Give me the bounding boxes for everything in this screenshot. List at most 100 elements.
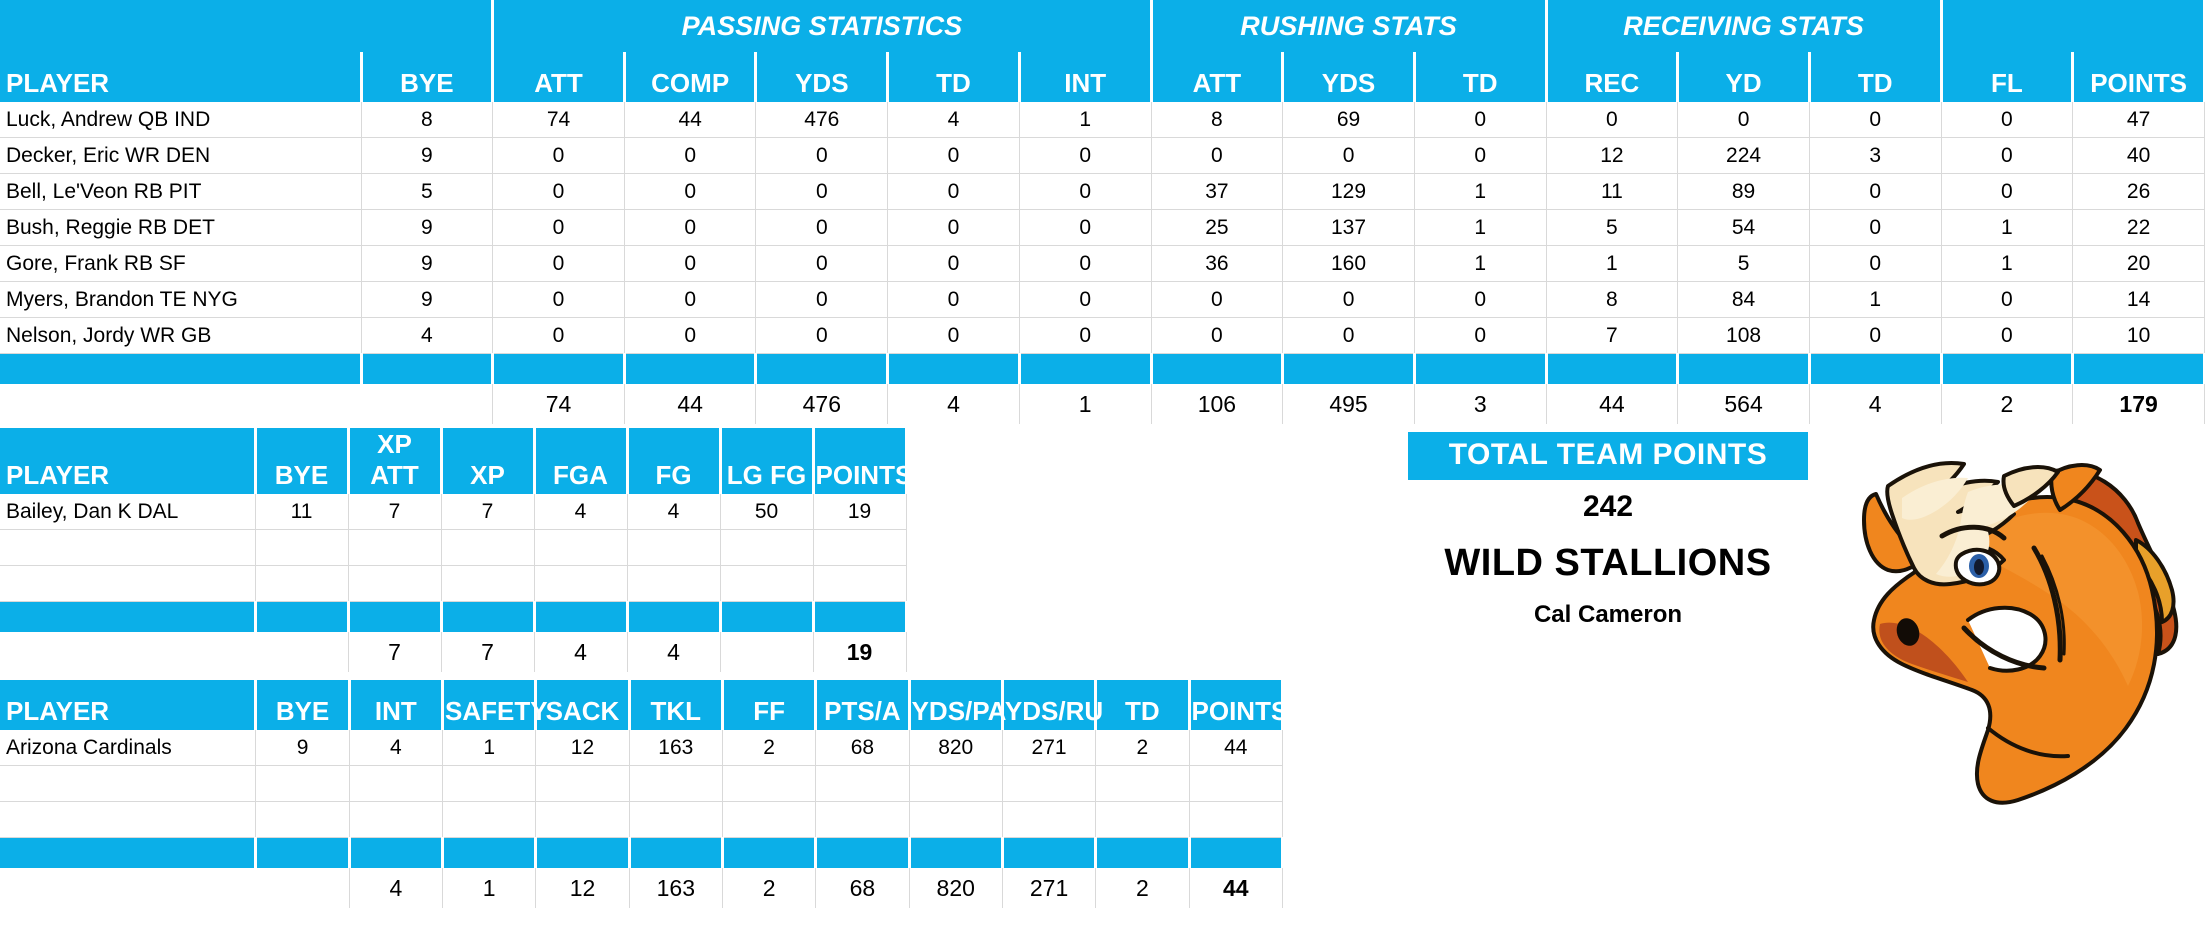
cell-pts-a bbox=[815, 765, 910, 802]
cell-yds-pa bbox=[909, 765, 1003, 802]
group-header-blank-right bbox=[1941, 0, 2206, 52]
col-header-rec-td[interactable]: TD bbox=[1809, 52, 1943, 102]
kicker-separator-bar bbox=[0, 601, 1284, 632]
col-header-lg-fg[interactable]: LG FG bbox=[720, 428, 815, 494]
cell-points: 14 bbox=[2072, 281, 2205, 318]
col-header-rush-td[interactable]: TD bbox=[1414, 52, 1548, 102]
cell-player: Bailey, Dan K DAL bbox=[0, 494, 256, 530]
col-header-sack[interactable]: SACK bbox=[535, 680, 631, 730]
cell-spacer bbox=[906, 494, 1284, 530]
col-header-pass-att[interactable]: ATT bbox=[492, 52, 626, 102]
table-row[interactable]: Bell, Le'Veon RB PIT 5 0 0 0 0 0 37 129 … bbox=[0, 173, 2205, 210]
cell-player: Gore, Frank RB SF bbox=[0, 245, 362, 282]
cell-lg-fg: 50 bbox=[720, 494, 814, 530]
col-header-int[interactable]: INT bbox=[349, 680, 445, 730]
col-header-player[interactable]: PLAYER bbox=[0, 680, 258, 730]
table-row[interactable]: Bailey, Dan K DAL 11 7 7 4 4 50 19 bbox=[0, 494, 1284, 530]
total-rec: 44 bbox=[1546, 384, 1679, 424]
table-row[interactable] bbox=[0, 801, 1284, 838]
cell-ff bbox=[722, 801, 817, 838]
table-row[interactable]: Arizona Cardinals 9 4 1 12 163 2 68 820 … bbox=[0, 730, 1284, 766]
col-header-td[interactable]: TD bbox=[1095, 680, 1191, 730]
table-row[interactable]: Nelson, Jordy WR GB 4 0 0 0 0 0 0 0 0 7 … bbox=[0, 317, 2205, 354]
col-header-rec-yd[interactable]: YD bbox=[1677, 52, 1811, 102]
cell-rec-td: 0 bbox=[1809, 209, 1942, 246]
total-tkl: 163 bbox=[629, 868, 723, 908]
cell-pass-yds: 0 bbox=[755, 281, 889, 318]
separator-cell bbox=[0, 601, 257, 632]
col-header-xp[interactable]: XP bbox=[441, 428, 536, 494]
col-header-safety[interactable]: SAFETY bbox=[442, 680, 548, 730]
cell-rec-yd: 89 bbox=[1677, 173, 1810, 210]
cell-rec-yd: 0 bbox=[1677, 102, 1810, 138]
col-header-rush-att[interactable]: ATT bbox=[1151, 52, 1285, 102]
group-header-passing: PASSING STATISTICS bbox=[492, 0, 1153, 52]
col-header-pass-int[interactable]: INT bbox=[1019, 52, 1153, 102]
cell-int bbox=[349, 801, 444, 838]
col-header-player[interactable]: PLAYER bbox=[0, 428, 257, 494]
separator-cell bbox=[361, 353, 495, 384]
cell-sack bbox=[535, 765, 630, 802]
separator-cell bbox=[1809, 353, 1943, 384]
cell-pass-att: 0 bbox=[492, 137, 625, 174]
total-fg: 4 bbox=[627, 632, 721, 672]
col-header-player[interactable]: PLAYER bbox=[0, 52, 363, 102]
cell-bye: 11 bbox=[255, 494, 349, 530]
cell-bye: 9 bbox=[361, 209, 494, 246]
cell-rec: 12 bbox=[1546, 137, 1679, 174]
col-header-rush-yds[interactable]: YDS bbox=[1282, 52, 1416, 102]
cell-bye: 5 bbox=[361, 173, 494, 210]
col-header-points[interactable]: POINTS bbox=[1189, 680, 1288, 730]
cell-points bbox=[1189, 765, 1284, 802]
cell-pass-int: 0 bbox=[1019, 317, 1152, 354]
table-row[interactable]: Decker, Eric WR DEN 9 0 0 0 0 0 0 0 0 12… bbox=[0, 137, 2205, 174]
col-header-bye[interactable]: BYE bbox=[361, 52, 495, 102]
cell-rec-td: 0 bbox=[1809, 102, 1942, 138]
table-row[interactable] bbox=[0, 529, 1284, 566]
cell-fga: 4 bbox=[534, 494, 628, 530]
group-header-blank-left bbox=[0, 0, 495, 52]
col-header-tkl[interactable]: TKL bbox=[629, 680, 724, 730]
group-header-receiving: RECEIVING STATS bbox=[1546, 0, 1943, 52]
cell-bye bbox=[255, 565, 349, 602]
col-header-pass-yds[interactable]: YDS bbox=[755, 52, 890, 102]
col-header-xp-att[interactable]: XP ATT bbox=[348, 428, 443, 494]
col-header-yds-ru[interactable]: YDS/RU bbox=[1002, 680, 1103, 730]
col-header-bye[interactable]: BYE bbox=[255, 428, 350, 494]
col-header-fl[interactable]: FL bbox=[1941, 52, 2075, 102]
separator-cell bbox=[1941, 353, 2075, 384]
cell-safety bbox=[442, 801, 537, 838]
col-header-fga[interactable]: FGA bbox=[534, 428, 629, 494]
cell-yds-ru bbox=[1002, 765, 1097, 802]
cell-pass-att: 0 bbox=[492, 245, 625, 282]
col-header-fg[interactable]: FG bbox=[627, 428, 722, 494]
cell-yds-ru: 271 bbox=[1002, 730, 1097, 766]
table-row[interactable]: Bush, Reggie RB DET 9 0 0 0 0 0 25 137 1… bbox=[0, 209, 2205, 246]
table-row[interactable]: Myers, Brandon TE NYG 9 0 0 0 0 0 0 0 0 … bbox=[0, 281, 2205, 318]
cell-rush-att: 25 bbox=[1151, 209, 1284, 246]
table-row[interactable] bbox=[0, 765, 1284, 802]
table-row[interactable]: Luck, Andrew QB IND 8 74 44 476 4 1 8 69… bbox=[0, 102, 2205, 138]
col-header-pass-td[interactable]: TD bbox=[887, 52, 1021, 102]
col-header-ff[interactable]: FF bbox=[722, 680, 818, 730]
cell-bye bbox=[255, 765, 350, 802]
col-header-points[interactable]: POINTS bbox=[813, 428, 912, 494]
col-header-yds-pa[interactable]: YDS/PA bbox=[909, 680, 1006, 730]
total-pass-int: 1 bbox=[1019, 384, 1152, 424]
separator-cell bbox=[349, 837, 445, 868]
col-header-pass-comp[interactable]: COMP bbox=[624, 52, 758, 102]
defense-separator-bar bbox=[0, 837, 1285, 868]
total-xp-att: 7 bbox=[348, 632, 442, 672]
table-row[interactable] bbox=[0, 565, 1284, 602]
col-header-rec[interactable]: REC bbox=[1546, 52, 1680, 102]
col-header-bye[interactable]: BYE bbox=[255, 680, 351, 730]
col-header-points[interactable]: POINTS bbox=[2072, 52, 2206, 102]
total-bye bbox=[361, 384, 494, 424]
cell-safety bbox=[442, 765, 537, 802]
col-header-pts-a[interactable]: PTS/A bbox=[815, 680, 911, 730]
cell-points: 20 bbox=[2072, 245, 2205, 282]
cell-player: Luck, Andrew QB IND bbox=[0, 102, 362, 138]
table-row[interactable]: Gore, Frank RB SF 9 0 0 0 0 0 36 160 1 1… bbox=[0, 245, 2205, 282]
cell-xp-att bbox=[348, 529, 442, 566]
cell-pass-int: 0 bbox=[1019, 245, 1152, 282]
